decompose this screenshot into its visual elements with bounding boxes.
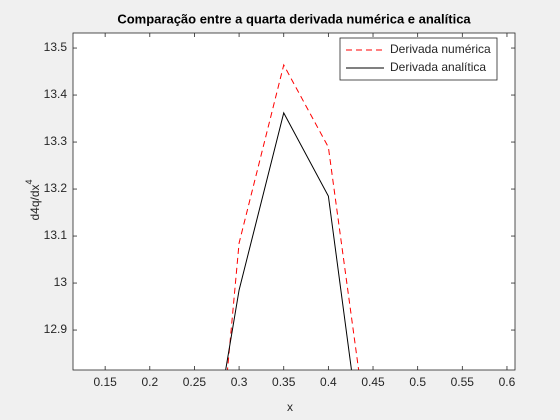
x-tick-label: 0.3: [231, 375, 248, 389]
x-tick-label: 0.35: [272, 375, 296, 389]
x-tick-label: 0.15: [93, 375, 117, 389]
y-tick-label: 13.2: [44, 181, 68, 195]
chart-title: Comparação entre a quarta derivada numér…: [117, 11, 471, 26]
axes-box: [72, 32, 516, 371]
y-tick-label: 13.5: [44, 40, 68, 54]
x-tick-label: 0.4: [320, 375, 337, 389]
legend: Derivada numérica Derivada analítica: [339, 37, 498, 81]
x-tick-label: 0.5: [409, 375, 426, 389]
plot-area: [73, 33, 515, 370]
series-line: [225, 111, 352, 370]
x-tick-label: 0.6: [499, 375, 516, 389]
y-tick-label: 13.3: [44, 134, 68, 148]
y-tick-label: 12.9: [44, 322, 68, 336]
x-tick-label: 0.55: [451, 375, 475, 389]
legend-label: Derivada analítica: [390, 60, 486, 74]
x-axis-label: x: [287, 400, 293, 414]
y-tick-label: 13.4: [44, 87, 68, 101]
series-line: [226, 63, 360, 370]
x-tick-label: 0.45: [361, 375, 385, 389]
y-tick-label: 13: [54, 275, 68, 289]
legend-label: Derivada numérica: [390, 42, 491, 56]
y-axis-label-text: d4q/dx: [28, 184, 42, 220]
y-tick-label: 13.1: [44, 228, 68, 242]
legend-box: [339, 37, 498, 81]
x-tick-label: 0.2: [141, 375, 158, 389]
x-tick-label: 0.25: [183, 375, 207, 389]
series-layer: [225, 63, 360, 370]
y-axis-label: d4q/dx4: [24, 179, 42, 220]
y-axis-label-sup: 4: [24, 179, 34, 184]
